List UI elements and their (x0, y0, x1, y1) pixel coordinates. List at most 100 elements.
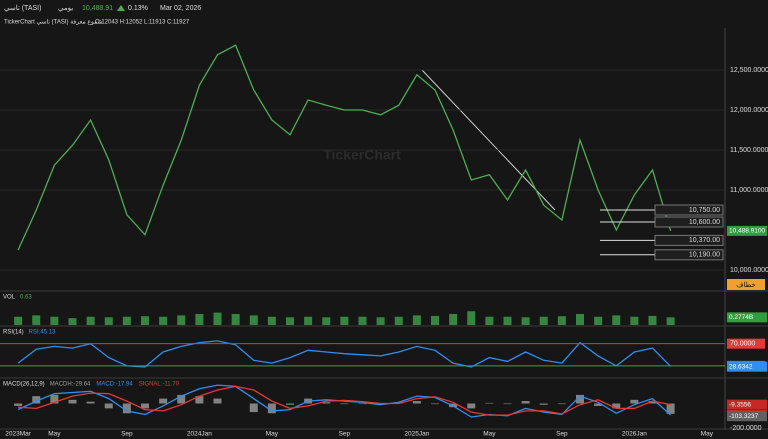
series-line (17, 44, 672, 251)
bar (159, 316, 168, 325)
value-tag (727, 225, 767, 236)
bar (449, 314, 458, 325)
bar (50, 316, 59, 325)
x-tick-label: 2024Jan (187, 431, 212, 438)
bar (666, 403, 675, 414)
panel-title: VOL (3, 295, 16, 301)
legend-entry: RSI:45.13 (29, 330, 56, 336)
bar (467, 403, 476, 409)
bar (14, 316, 23, 325)
value-tag-label: 0.2774B (729, 314, 753, 321)
bar (485, 316, 494, 325)
symbol: تاسي (TASI) (4, 4, 41, 12)
bar (630, 316, 639, 325)
level-tag (727, 338, 765, 349)
bar (14, 403, 23, 406)
bar (213, 398, 222, 404)
bar (213, 312, 222, 325)
bar (286, 317, 294, 325)
period: يومي (58, 5, 73, 12)
x-tick-label: May (483, 431, 496, 438)
bar (376, 317, 385, 325)
level-label: 10,370.00 (689, 237, 720, 244)
x-tick-label: Sep (339, 431, 351, 438)
bar (231, 314, 240, 325)
x-tick-label: Sep (121, 431, 133, 438)
bar (612, 315, 621, 325)
bar (304, 316, 313, 325)
level-label: 10,190.00 (689, 252, 720, 259)
bar (557, 403, 566, 405)
panel-readout: 0.63 (20, 295, 32, 301)
trend-line (421, 69, 556, 211)
y-tick-label: 11,500.0000 (730, 147, 768, 154)
bar (358, 316, 367, 325)
y-tick-label: 12,500.0000 (730, 67, 768, 74)
bar (521, 317, 530, 325)
bar (412, 401, 421, 404)
y-tick-label: 12,000.0000 (730, 107, 768, 114)
bar (485, 402, 494, 404)
value-tag-label: 10,488.9100 (729, 228, 766, 235)
value-tag (727, 399, 767, 410)
bar (249, 403, 258, 413)
watermark: TickerChart (323, 147, 401, 163)
bar (267, 403, 276, 414)
bar (648, 315, 657, 325)
bar (431, 315, 439, 325)
level-tag-label: 70.0000 (730, 341, 755, 348)
level-label: 10,600.00 (689, 219, 720, 226)
bar (539, 316, 548, 325)
date: Mar 02, 2026 (160, 5, 201, 12)
bar (503, 403, 512, 405)
level-label: 10,750.00 (689, 207, 720, 214)
bar (32, 396, 41, 404)
bar (286, 403, 294, 405)
bar (104, 403, 113, 409)
bar (68, 318, 77, 325)
bar (431, 403, 439, 405)
bar (68, 399, 77, 404)
price: 10,488.91 (82, 5, 113, 12)
bar (122, 316, 131, 325)
bar (612, 403, 621, 409)
value-tag (727, 361, 767, 372)
bar (666, 317, 675, 325)
y-tick-label: 11,000.0000 (730, 187, 768, 194)
bar (50, 394, 59, 404)
level-box (654, 204, 724, 216)
up-arrow (117, 5, 125, 11)
bar (358, 403, 367, 405)
x-tick-label: May (266, 431, 279, 438)
info: TickerChart تاسي (TASI) شموع معرفة (4, 19, 103, 26)
panel-title: RSI(14) (3, 330, 24, 336)
y-tick-label: 10,000.0000 (730, 267, 768, 274)
hook-label: خطاف (736, 281, 755, 289)
bar (122, 403, 131, 414)
bar (467, 311, 476, 325)
hook-tag (727, 279, 765, 290)
bar (141, 403, 149, 409)
value-tag-label: -9.3556 (729, 401, 751, 408)
legend-entry: MACDH:-29.64 (50, 382, 91, 388)
x-tick-label: Sep (556, 431, 568, 438)
bar (249, 315, 258, 325)
legend-entry: MACD:-17.94 (96, 382, 133, 388)
bar (340, 316, 349, 325)
x-tick-label: May (48, 431, 61, 438)
bar (539, 403, 548, 405)
bar (576, 314, 584, 325)
bar (195, 314, 204, 325)
bar (340, 403, 349, 405)
value-tag (727, 411, 767, 422)
bar (141, 316, 149, 325)
value-tag-label: -103.3237 (729, 413, 759, 420)
y-tick-label: -200.0000 (730, 425, 762, 432)
bar (557, 316, 566, 325)
ohlc: O:12043 H:12052 L:11913 C:11927 (95, 20, 190, 26)
x-tick-label: 2026Jan (622, 431, 647, 438)
legend-entry: SIGNAL:-11.70 (139, 382, 180, 388)
